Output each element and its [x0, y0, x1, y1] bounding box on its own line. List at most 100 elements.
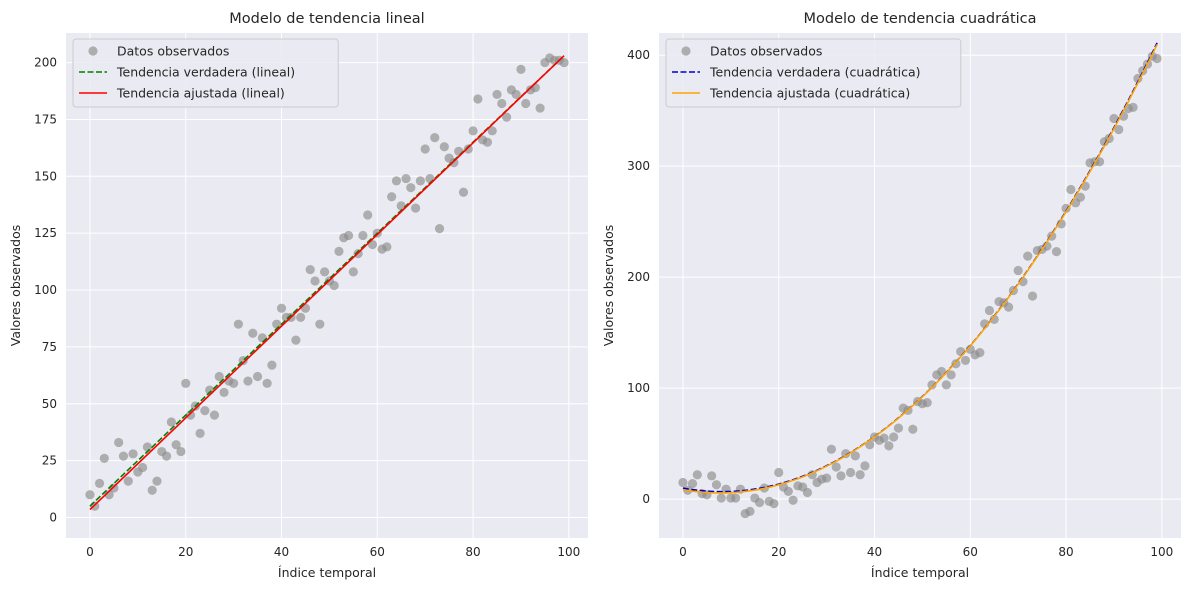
data-point: [473, 94, 483, 104]
data-point: [396, 201, 406, 211]
data-point: [109, 483, 119, 493]
x-tick-label: 20: [771, 545, 786, 559]
y-axis-label-quadratic: Valores observados: [601, 225, 616, 346]
data-point: [831, 462, 841, 472]
chart-linear-trend: 0 20 40 60 80 100 0 25 50 75 100 125 150 175 200 Model…: [8, 11, 588, 580]
data-point: [406, 183, 416, 193]
x-tick-label: 60: [963, 545, 978, 559]
data-point: [276, 303, 287, 313]
y-tick-label: 0: [49, 511, 57, 525]
y-tick-label: 75: [42, 340, 57, 354]
y-tick-label: 100: [34, 283, 57, 297]
data-point: [123, 476, 133, 486]
data-point: [922, 397, 932, 408]
data-point: [774, 467, 784, 478]
data-point: [754, 497, 765, 508]
data-point: [845, 467, 856, 478]
data-point: [214, 371, 224, 382]
data-point: [707, 471, 717, 481]
data-point: [229, 378, 239, 388]
data-point: [463, 144, 473, 154]
data-point: [166, 417, 176, 427]
legend-entry-label: Tendencia ajustada (cuadrática): [709, 86, 910, 101]
data-point: [951, 359, 961, 369]
y-tick-label: 300: [627, 159, 650, 173]
data-point: [1013, 265, 1023, 276]
data-point: [487, 126, 497, 136]
data-point: [296, 312, 306, 322]
data-point: [802, 487, 813, 498]
data-point: [128, 449, 138, 459]
data-point: [908, 424, 918, 434]
data-point: [530, 82, 540, 93]
y-tick-label: 200: [627, 270, 650, 284]
data-point: [850, 451, 860, 461]
y-tick-label: 150: [34, 169, 57, 183]
x-tick-label: 60: [370, 545, 385, 559]
data-point: [516, 64, 526, 74]
y-axis-label-linear: Valores observados: [8, 225, 23, 346]
chart-title-quadratic: Modelo de tendencia cuadrática: [803, 11, 1036, 27]
data-point: [521, 98, 531, 109]
data-point: [501, 112, 512, 122]
data-point: [291, 335, 301, 345]
legend-linear: Datos observados Tendencia verdadera (lin…: [72, 38, 339, 108]
data-point: [195, 428, 205, 438]
marks-quadratic: [678, 42, 1162, 519]
data-point: [358, 230, 368, 241]
data-point: [687, 479, 698, 489]
data-point: [956, 346, 966, 357]
data-point: [315, 319, 325, 329]
y-tick-label: 125: [34, 226, 57, 240]
data-point: [142, 442, 153, 452]
y-tick-label: 25: [42, 454, 57, 468]
data-point: [233, 319, 244, 329]
chart-title-linear: Modelo de tendencia lineal: [229, 11, 424, 27]
data-point: [430, 133, 440, 143]
data-point: [209, 410, 220, 420]
data-point: [841, 449, 851, 459]
data-point: [822, 473, 832, 483]
data-point: [497, 98, 507, 109]
data-point: [267, 360, 277, 370]
data-point: [1109, 113, 1119, 124]
data-point: [382, 242, 392, 252]
data-point: [152, 476, 162, 486]
data-point: [329, 280, 339, 291]
data-point: [99, 453, 109, 463]
data-point: [936, 366, 947, 377]
data-point: [989, 314, 999, 324]
data-point: [975, 348, 985, 358]
ticks-quadratic: 0 20 40 60 80 100 0 100 200 300 400: [627, 48, 1173, 559]
chart-quadratic-trend: 0 20 40 60 80 100 0 100 200 300 400 Modelo de tend…: [601, 11, 1181, 580]
y-tick-label: 175: [34, 112, 57, 126]
data-point: [745, 506, 755, 516]
x-tick-label: 80: [1058, 545, 1073, 559]
legend-entry-label: Tendencia verdadera (cuadrática): [709, 65, 921, 80]
data-point: [692, 470, 702, 480]
x-axis-label-linear: Índice temporal: [278, 565, 376, 580]
legend-marker-scatter: [681, 46, 691, 56]
data-point: [200, 406, 210, 416]
data-point: [731, 493, 741, 503]
data-point: [884, 441, 894, 451]
x-tick-label: 40: [867, 545, 882, 559]
legend-quadratic: Datos observados Tendencia verdadera (cua…: [665, 38, 962, 108]
x-tick-label: 40: [274, 545, 289, 559]
data-point: [171, 440, 181, 450]
data-point: [468, 126, 478, 136]
legend-box: [665, 38, 962, 108]
ticks-linear: 0 20 40 60 80 100 0 25 50 75 100 125 150 175 200: [34, 56, 580, 559]
data-point: [482, 137, 493, 147]
data-point: [492, 89, 502, 100]
data-point: [716, 493, 726, 503]
data-point: [941, 380, 951, 390]
data-point: [262, 378, 272, 388]
data-point: [960, 355, 971, 366]
data-point: [1114, 124, 1124, 135]
data-point: [334, 246, 344, 256]
data-point: [305, 264, 315, 275]
data-point: [889, 432, 899, 442]
legend-marker-scatter: [88, 46, 98, 56]
